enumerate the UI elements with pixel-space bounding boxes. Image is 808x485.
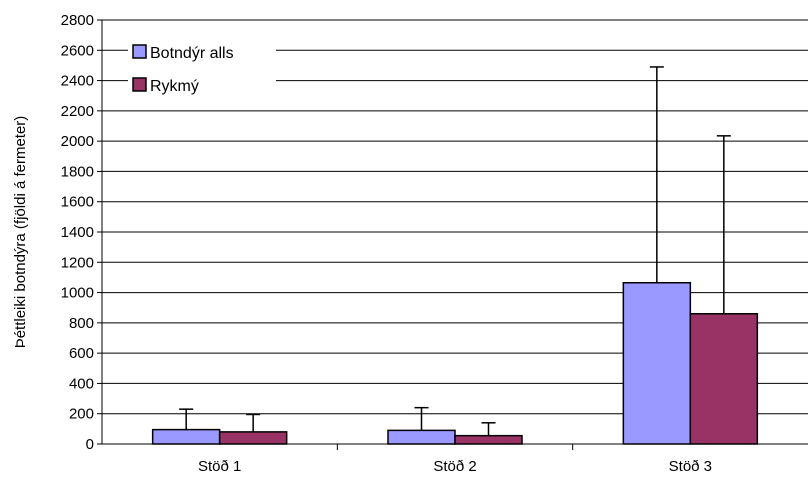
legend-label: Botndýr alls	[150, 45, 234, 62]
y-tick-label: 400	[69, 375, 94, 392]
y-tick-label: 200	[69, 406, 94, 423]
y-tick-label: 2200	[61, 103, 94, 120]
x-tick-label: Stöð 3	[669, 458, 712, 475]
bars	[151, 281, 759, 445]
y-tick-label: 1200	[61, 254, 94, 271]
y-axis-label: Þéttleiki botndýra (fjöldi á fermeter)	[12, 116, 29, 349]
x-tick-labels: Stöð 1 Stöð 2 Stöð 3	[198, 458, 712, 475]
legend-swatch	[132, 44, 147, 59]
bar	[689, 313, 759, 445]
bar	[151, 428, 221, 445]
y-tick-label: 1000	[61, 285, 94, 302]
legend-background	[128, 35, 276, 101]
y-tick-label: 2600	[61, 42, 94, 59]
y-tick-label: 2400	[61, 73, 94, 90]
axes	[97, 19, 808, 450]
x-tick-label: Stöð 2	[433, 458, 476, 475]
legend-label: Rykmý	[150, 78, 199, 95]
bar	[454, 434, 523, 445]
y-tick-label: 800	[69, 315, 94, 332]
legend: Botndýr alls Rykmý	[128, 35, 276, 101]
y-tick-label: 1400	[61, 224, 94, 241]
bar	[387, 429, 456, 445]
x-tick-label: Stöð 1	[198, 458, 241, 475]
bar	[218, 431, 288, 445]
legend-swatch	[132, 77, 147, 92]
y-tick-label: 2000	[61, 133, 94, 150]
y-tick-label: 600	[69, 345, 94, 362]
y-tick-label: 1600	[61, 194, 94, 211]
y-tick-label: 0	[86, 436, 94, 453]
error-bars	[179, 66, 731, 436]
y-tick-label: 2800	[61, 12, 94, 29]
bar	[622, 281, 692, 445]
y-tick-labels: 0 200 400 600 800 1000 1200 1400 1600 1800 2000 220…	[61, 12, 94, 453]
y-tick-label: 1800	[61, 163, 94, 180]
